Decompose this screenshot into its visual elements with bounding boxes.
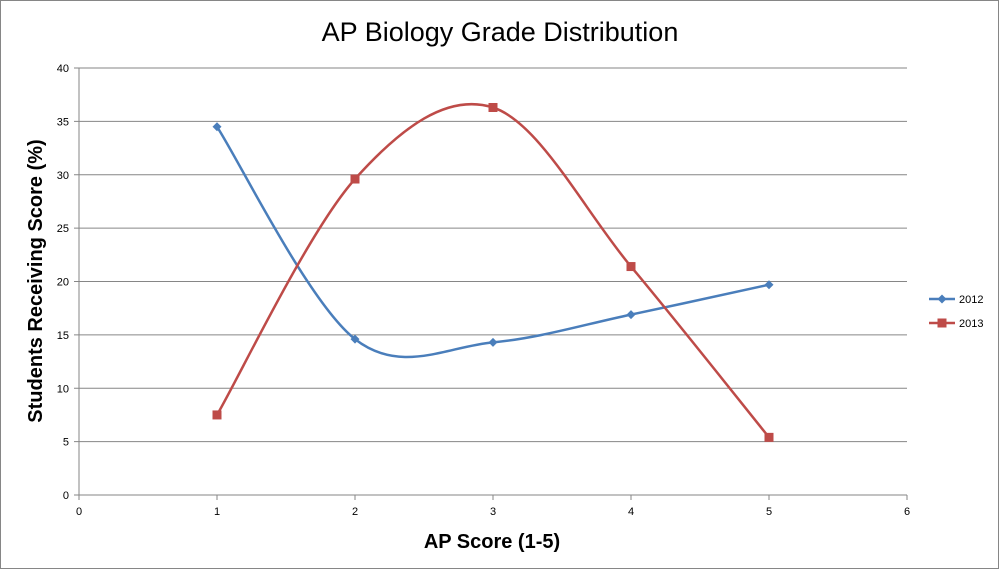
x-tick-label: 2 bbox=[352, 506, 358, 518]
x-tick-label: 5 bbox=[766, 506, 772, 518]
y-tick-label: 10 bbox=[57, 383, 69, 395]
y-tick-label: 30 bbox=[57, 170, 69, 182]
y-tick-label: 35 bbox=[57, 116, 69, 128]
y-axis-ticks: 0 5 10 15 20 25 30 35 40 bbox=[57, 63, 79, 502]
data-point-2012-x3 bbox=[488, 337, 498, 347]
series-lines bbox=[215, 102, 770, 439]
x-tick-label: 3 bbox=[490, 506, 496, 518]
y-tick-label: 5 bbox=[63, 437, 69, 449]
data-point-2012-x5 bbox=[764, 280, 774, 290]
data-point-2013-x2 bbox=[350, 174, 360, 184]
legend: 2012 2013 bbox=[929, 294, 983, 330]
legend-marker-2013 bbox=[937, 318, 947, 328]
data-point-2013-x1 bbox=[212, 410, 222, 420]
y-tick-label: 15 bbox=[57, 330, 69, 342]
chart-title: AP Biology Grade Distribution bbox=[322, 17, 679, 47]
x-tick-label: 1 bbox=[214, 506, 220, 518]
y-tick-label: 0 bbox=[63, 490, 69, 502]
x-tick-label: 6 bbox=[904, 506, 910, 518]
y-tick-label: 25 bbox=[57, 223, 69, 235]
series-line-2012 bbox=[215, 126, 770, 359]
legend-label-2013: 2013 bbox=[959, 318, 983, 330]
data-point-2012-x2 bbox=[350, 334, 360, 344]
legend-label-2012: 2012 bbox=[959, 294, 983, 306]
data-point-2013-x3 bbox=[488, 102, 498, 112]
legend-marker-2012 bbox=[937, 294, 947, 304]
x-axis-ticks: 0 1 2 3 4 5 6 bbox=[76, 495, 910, 518]
x-tick-label: 4 bbox=[628, 506, 634, 518]
y-tick-label: 40 bbox=[57, 63, 69, 75]
data-point-2013-x4 bbox=[626, 262, 636, 272]
data-point-2013-x5 bbox=[764, 432, 774, 442]
x-axis-title: AP Score (1-5) bbox=[424, 531, 560, 553]
gridlines bbox=[79, 67, 907, 443]
y-tick-label: 20 bbox=[57, 277, 69, 289]
x-tick-label: 0 bbox=[76, 506, 82, 518]
data-point-2012-x1 bbox=[212, 122, 222, 132]
data-point-2012-x4 bbox=[626, 310, 636, 320]
series-markers bbox=[212, 102, 774, 442]
y-axis-title: Students Receiving Score (%) bbox=[25, 139, 47, 422]
